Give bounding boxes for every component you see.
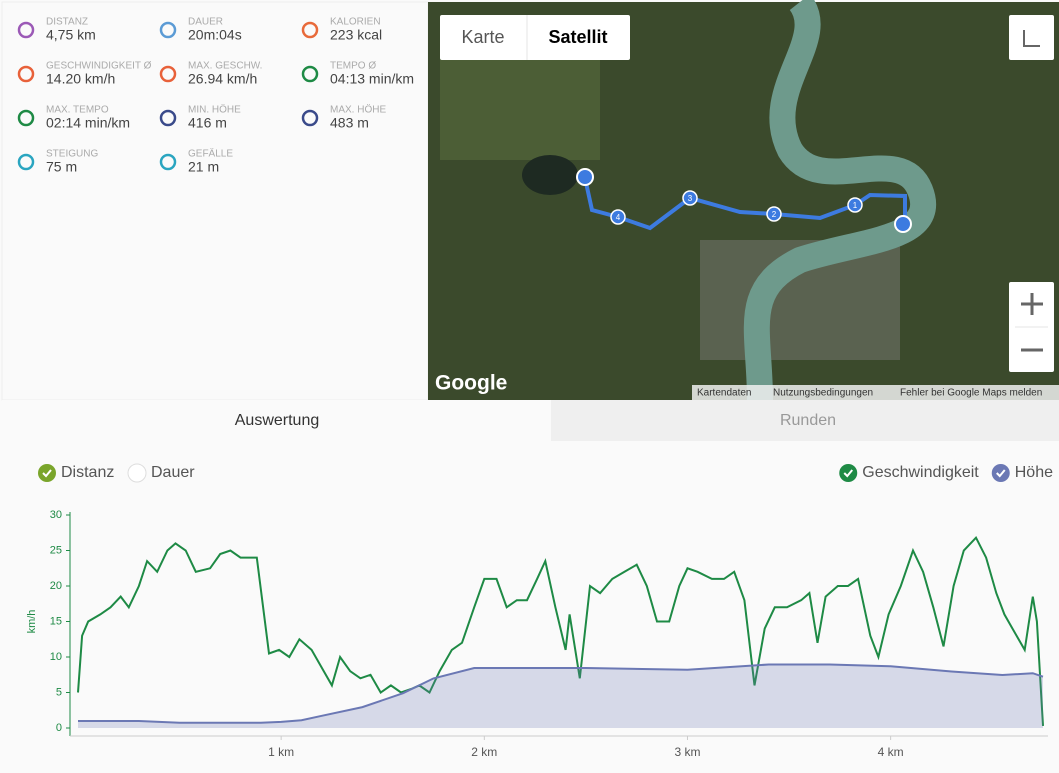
stat-value: 21 m bbox=[188, 159, 219, 175]
check-icon bbox=[843, 469, 854, 478]
altitude-area bbox=[78, 664, 1043, 728]
end-marker[interactable] bbox=[894, 215, 912, 233]
start-marker[interactable] bbox=[576, 168, 594, 186]
stat-label: TEMPO Ø bbox=[330, 61, 376, 72]
stat-label: KALORIEN bbox=[330, 17, 381, 28]
stat-label: MAX. GESCHW. bbox=[188, 61, 262, 72]
stat-value: 26.94 km/h bbox=[188, 71, 257, 87]
stat-label: MAX. HÖHE bbox=[330, 104, 386, 116]
toggle-label[interactable]: Dauer bbox=[151, 464, 195, 481]
y-tick-label: 5 bbox=[56, 686, 62, 698]
stat-label: GESCHWINDIGKEIT Ø bbox=[46, 61, 152, 72]
attribution[interactable]: Nutzungsbedingungen bbox=[773, 388, 873, 399]
fullscreen-icon bbox=[1023, 30, 1040, 47]
fullscreen-button[interactable] bbox=[1009, 15, 1054, 60]
y-axis-label: km/h bbox=[26, 610, 38, 634]
x-tick-label: 4 km bbox=[878, 745, 904, 759]
route-marker[interactable] bbox=[847, 197, 863, 213]
map-lake bbox=[522, 155, 578, 195]
y-tick-label: 10 bbox=[50, 651, 62, 663]
stat-label: DISTANZ bbox=[46, 17, 88, 28]
stat-icon bbox=[301, 109, 319, 127]
toggle-checked[interactable] bbox=[38, 464, 56, 482]
stat-icon bbox=[17, 109, 35, 127]
stat-icon bbox=[301, 21, 319, 39]
zoom-in[interactable] bbox=[1021, 293, 1043, 315]
route-marker-label: 2 bbox=[772, 210, 777, 219]
route-marker[interactable] bbox=[682, 190, 698, 206]
stat-label: GEFÄLLE bbox=[188, 148, 233, 160]
check-icon bbox=[42, 469, 52, 478]
tab-label[interactable]: Runden bbox=[780, 412, 836, 429]
legend-swatch[interactable] bbox=[839, 464, 858, 482]
attribution-bar bbox=[692, 385, 1059, 400]
attribution[interactable]: Kartendaten bbox=[697, 388, 752, 399]
check-icon bbox=[996, 469, 1006, 478]
stat-value: 02:14 min/km bbox=[46, 115, 130, 131]
stat-value: 04:13 min/km bbox=[330, 71, 414, 87]
speed-line bbox=[77, 535, 1044, 726]
legend-label[interactable]: Höhe bbox=[1015, 464, 1053, 481]
stat-value: 483 m bbox=[330, 115, 369, 131]
x-tick-label: 1 km bbox=[268, 745, 294, 759]
map-river bbox=[743, 0, 936, 401]
route-marker-label: 3 bbox=[688, 194, 693, 203]
stat-icon bbox=[17, 21, 35, 39]
stat-label: DAUER bbox=[188, 17, 223, 28]
legend-swatch[interactable] bbox=[991, 464, 1010, 482]
stat-icon bbox=[159, 65, 177, 83]
map-type-control bbox=[440, 15, 630, 60]
stat-value: 223 kcal bbox=[330, 27, 382, 43]
y-tick-label: 20 bbox=[50, 580, 62, 592]
stats-panel bbox=[1, 1, 429, 401]
map-button[interactable]: Karte bbox=[461, 27, 504, 47]
stat-value: 4,75 km bbox=[46, 27, 96, 43]
stat-icon bbox=[17, 65, 35, 83]
tab[interactable] bbox=[551, 400, 1059, 441]
map-button[interactable]: Satellit bbox=[548, 27, 607, 47]
map: 1 2 3 4 Karte Satellit Google Kartendaten N… bbox=[428, 0, 1059, 401]
stat-value: 416 m bbox=[188, 115, 227, 131]
stat-icon bbox=[159, 153, 177, 171]
stat-value: 20m:04s bbox=[188, 27, 242, 43]
stat-icon bbox=[17, 153, 35, 171]
stat-value: 75 m bbox=[46, 159, 77, 175]
legend-label[interactable]: Geschwindigkeit bbox=[862, 464, 979, 481]
y-tick-label: 25 bbox=[50, 544, 62, 556]
stat-label: MIN. HÖHE bbox=[188, 104, 241, 116]
stat-value: 14.20 km/h bbox=[46, 71, 115, 87]
tab-label[interactable]: Auswertung bbox=[235, 412, 320, 429]
x-tick-label: 3 km bbox=[674, 745, 700, 759]
y-tick-label: 15 bbox=[50, 615, 62, 627]
toggle-unchecked[interactable] bbox=[127, 463, 147, 483]
altitude-line bbox=[78, 663, 1044, 724]
tab-active[interactable] bbox=[2, 400, 551, 441]
stat-label: MAX. TEMPO bbox=[46, 105, 109, 116]
route-marker-label: 4 bbox=[616, 213, 621, 222]
stat-label: STEIGUNG bbox=[46, 149, 98, 160]
google-logo: Google bbox=[435, 372, 507, 395]
attribution[interactable]: Fehler bei Google Maps melden bbox=[900, 388, 1042, 399]
stat-icon bbox=[301, 65, 319, 83]
y-tick-label: 0 bbox=[56, 722, 62, 734]
toggle-label[interactable]: Distanz bbox=[61, 464, 114, 481]
route-marker-label: 1 bbox=[853, 201, 858, 210]
x-tick-label: 2 km bbox=[471, 745, 497, 759]
stat-icon bbox=[159, 109, 177, 127]
route-marker[interactable] bbox=[610, 209, 626, 225]
y-tick-label: 30 bbox=[50, 509, 62, 521]
route-marker[interactable] bbox=[766, 206, 782, 222]
stat-icon bbox=[159, 21, 177, 39]
